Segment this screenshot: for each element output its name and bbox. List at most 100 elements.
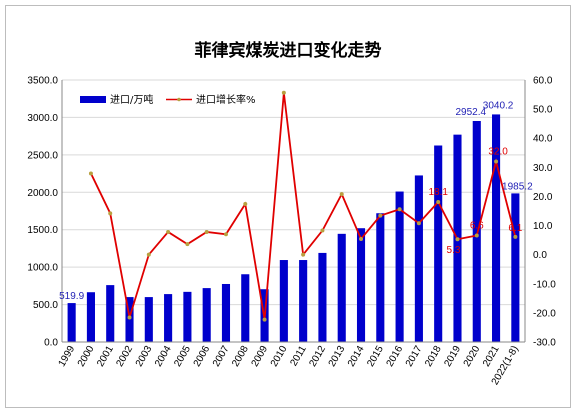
bar <box>106 285 115 342</box>
line-point <box>262 317 267 322</box>
x-tick-label: 2012 <box>307 344 328 369</box>
bar-value-label: 1985.2 <box>502 181 533 192</box>
x-tick-label: 2004 <box>153 344 174 369</box>
bar <box>67 303 76 342</box>
left-tick-label: 2000.0 <box>27 188 58 199</box>
bar <box>221 283 231 342</box>
line-point <box>339 192 344 197</box>
bar <box>318 252 327 342</box>
x-tick-label: 2009 <box>250 344 271 369</box>
x-tick-label: 2019 <box>442 344 463 369</box>
bar <box>337 233 346 342</box>
right-tick-label: -30.0 <box>533 338 556 349</box>
legend-line-marker <box>177 97 181 102</box>
x-tick-label: 2006 <box>192 344 213 369</box>
x-tick-label: 2018 <box>423 344 444 369</box>
x-tick-label: 2016 <box>385 344 406 369</box>
bar <box>356 228 366 342</box>
line-point <box>166 229 171 234</box>
line-point <box>146 252 151 257</box>
line-point <box>243 202 248 207</box>
line-point <box>455 237 460 242</box>
right-tick-label: 40.0 <box>533 134 553 145</box>
bar-value-label: 2952.4 <box>455 107 486 118</box>
x-tick-label: 2007 <box>211 344 232 369</box>
line-point <box>281 90 286 95</box>
x-tick-label: 2010 <box>269 344 290 369</box>
left-tick-label: 2500.0 <box>27 150 58 161</box>
right-tick-label: 30.0 <box>533 163 553 174</box>
bar <box>86 292 95 342</box>
x-tick-label: 2008 <box>230 344 251 369</box>
legend: 进口/万吨 进口增长率% <box>80 93 256 106</box>
line-point <box>223 232 228 237</box>
bar <box>434 145 443 342</box>
right-tick-label: -20.0 <box>533 308 556 319</box>
bar-value-label: 3040.2 <box>483 100 514 111</box>
line-point <box>127 315 132 320</box>
line-point <box>474 233 479 238</box>
bar <box>511 193 520 342</box>
x-tick-label: 2005 <box>172 344 193 369</box>
bar <box>202 288 211 342</box>
line-point <box>204 229 209 234</box>
left-tick-label: 1500.0 <box>27 225 58 236</box>
line-point <box>416 221 421 226</box>
left-tick-label: 3000.0 <box>27 113 58 124</box>
bar <box>395 191 404 342</box>
left-tick-label: 500.0 <box>33 300 58 311</box>
bar <box>414 175 423 342</box>
line-value-label: 5.3 <box>447 245 461 256</box>
x-tick-label: 2017 <box>404 344 425 369</box>
x-tick-label: 2014 <box>346 344 367 369</box>
x-tick-label: 2000 <box>76 344 97 369</box>
right-tick-label: 50.0 <box>533 105 553 116</box>
line-value-label: 18.1 <box>428 187 448 198</box>
bar <box>144 297 153 342</box>
line-point <box>378 213 383 218</box>
x-tick-label: 2003 <box>134 344 155 369</box>
bar <box>492 114 501 342</box>
line-point <box>301 252 306 257</box>
line-value-label: 6.1 <box>508 223 522 234</box>
legend-bar-swatch <box>80 96 106 103</box>
line-value-label: 6.6 <box>470 220 484 231</box>
bar <box>376 213 385 342</box>
x-tick-label: 2011 <box>288 344 308 369</box>
right-tick-label: 10.0 <box>533 221 553 232</box>
bar <box>241 274 250 342</box>
x-tick-label: 2013 <box>327 344 348 369</box>
x-tick-label: 2015 <box>365 344 386 369</box>
line-series <box>88 90 518 322</box>
line-point <box>397 207 402 212</box>
right-tick-label: 0.0 <box>533 250 547 261</box>
chart-title: 菲律宾煤炭进口变化走势 <box>195 40 382 61</box>
line-point <box>108 211 113 216</box>
line-value-label: 32.0 <box>488 147 508 158</box>
left-tick-label: 1000.0 <box>27 263 58 274</box>
bar-value-label: 519.9 <box>59 291 84 302</box>
line-point <box>185 242 190 247</box>
bar <box>299 260 308 342</box>
x-tick-label: 2020 <box>462 344 483 369</box>
legend-line-label: 进口增长率% <box>196 93 256 106</box>
x-tick-label: 2001 <box>95 344 116 369</box>
right-tick-label: 20.0 <box>533 192 553 203</box>
line-point <box>88 171 93 176</box>
line-point <box>436 199 441 204</box>
x-tick-label: 2002 <box>114 344 135 369</box>
line-point <box>359 236 364 241</box>
legend-bar-label: 进口/万吨 <box>110 93 153 106</box>
bar <box>279 260 288 342</box>
line-point <box>494 159 499 164</box>
right-tick-label: 60.0 <box>533 76 553 87</box>
left-tick-label: 0.0 <box>44 338 58 349</box>
right-tick-label: -10.0 <box>533 279 556 290</box>
line-point <box>320 228 325 233</box>
bar <box>183 291 192 342</box>
bar <box>472 120 481 343</box>
line-point <box>513 234 518 239</box>
bar <box>164 294 173 342</box>
